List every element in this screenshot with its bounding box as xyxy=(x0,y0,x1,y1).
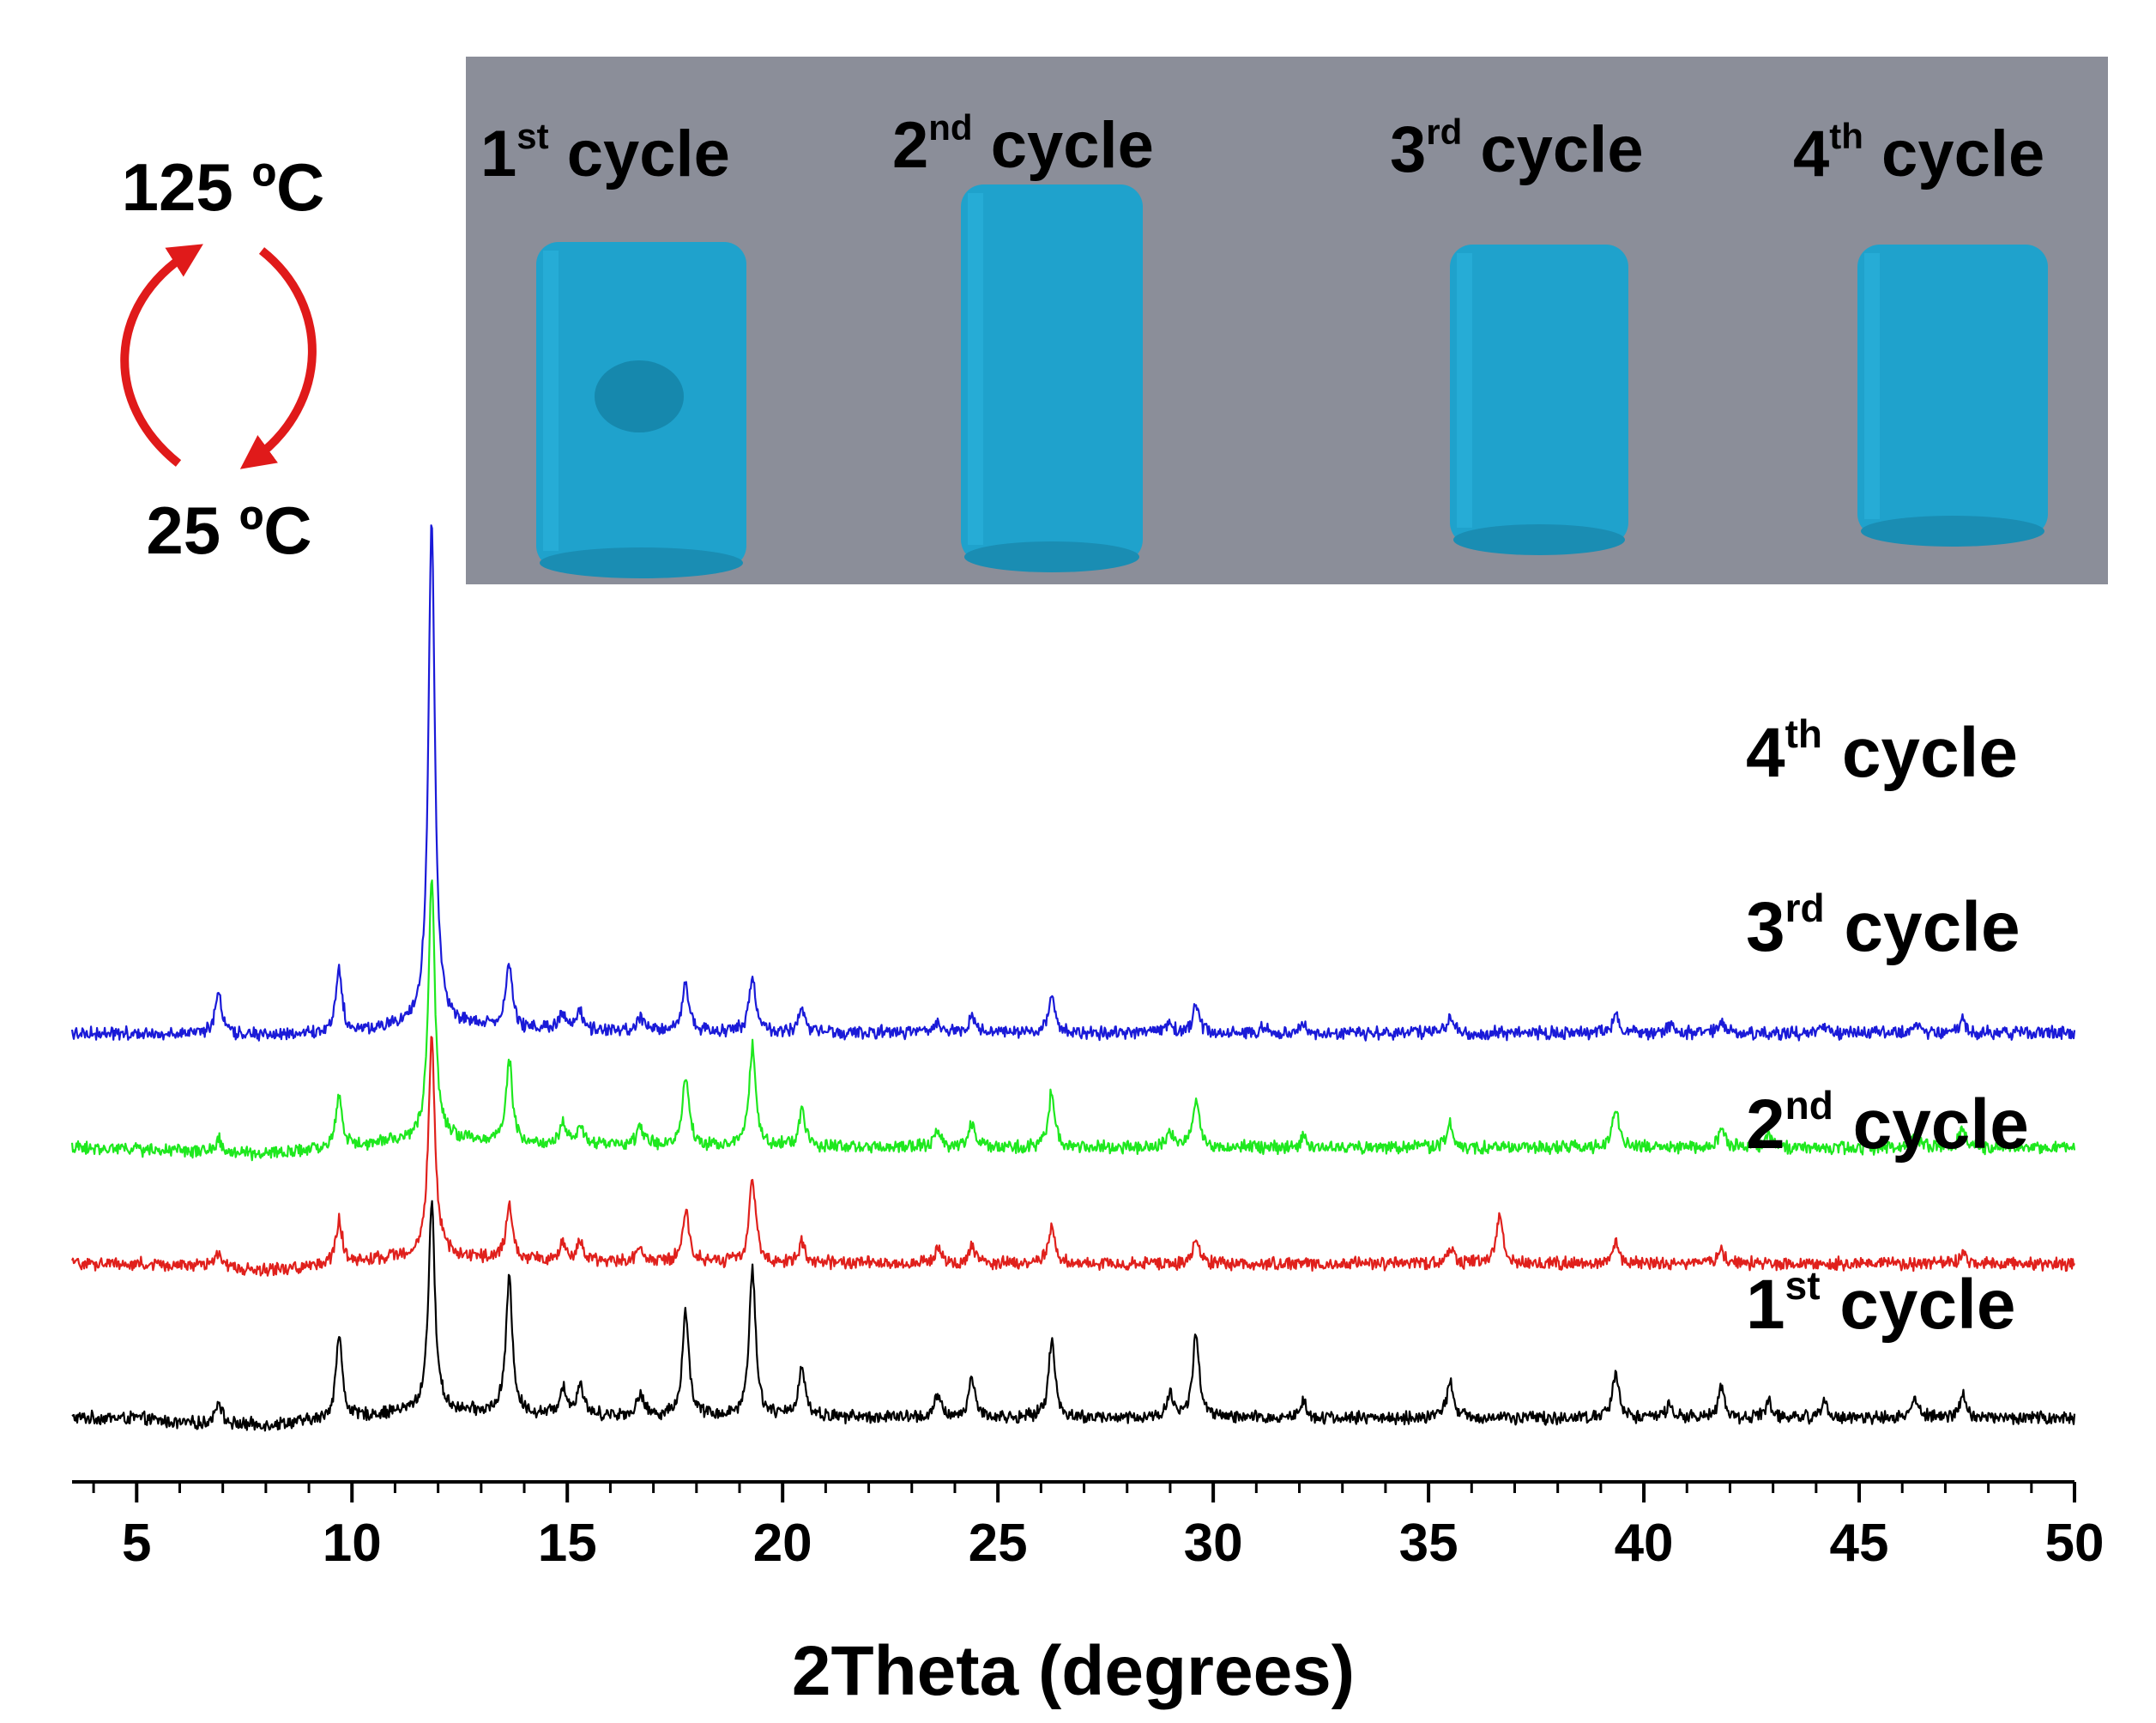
sample-base-shadow xyxy=(540,547,743,578)
x-axis: 5 10 15 20 25 30 35 40 45 50 2Theta (degrees) xyxy=(72,1480,2105,1710)
sample-pellet-3 xyxy=(1450,245,1628,555)
photo-label-2: 2nd cycle xyxy=(892,107,1154,182)
photo-labels: 1st cycle 2nd cycle 3rd cycle 4th cycle xyxy=(480,107,2044,190)
series-label-suffix: th xyxy=(1785,711,1822,756)
series-label-number: 1 xyxy=(1746,1266,1785,1344)
x-tick-label: 30 xyxy=(1184,1514,1243,1573)
temperature-high-label: 125 ºC xyxy=(122,149,325,225)
photo-label-suffix: th xyxy=(1829,116,1863,156)
series-line-4 xyxy=(70,524,2076,1042)
sample-pellet-4 xyxy=(1857,245,2048,547)
series-label-text: cycle xyxy=(1821,1266,2016,1344)
photo-label-text: cycle xyxy=(549,118,730,190)
x-tick-label: 20 xyxy=(753,1514,812,1573)
series-label-suffix: nd xyxy=(1785,1083,1833,1128)
series-label-1: 1st cycle xyxy=(1746,1263,2016,1344)
photo-samples xyxy=(536,184,2048,578)
photo-inset: 1st cycle 2nd cycle 3rd cycle 4th cycle xyxy=(466,57,2108,584)
photo-label-number: 2 xyxy=(892,109,928,182)
sample-pellet-1 xyxy=(536,242,746,578)
x-ticks: 5 10 15 20 25 30 35 40 45 50 xyxy=(92,1482,2105,1573)
photo-label-text: cycle xyxy=(1863,118,2044,190)
photo-label-1: 1st cycle xyxy=(480,116,730,190)
series-line-1 xyxy=(71,1200,2076,1432)
series-label-suffix: rd xyxy=(1785,886,1825,930)
photo-label-number: 4 xyxy=(1793,118,1829,190)
sample-body xyxy=(961,184,1143,562)
cooling-arrow-icon xyxy=(239,247,317,469)
sample-base-shadow xyxy=(964,541,1139,572)
x-tick-label: 40 xyxy=(1615,1514,1674,1573)
photo-label-3: 3rd cycle xyxy=(1390,112,1644,186)
photo-label-4: 4th cycle xyxy=(1793,116,2044,190)
photo-label-suffix: st xyxy=(516,116,548,156)
x-tick-label: 5 xyxy=(122,1514,151,1573)
sample-highlight xyxy=(543,251,559,551)
x-tick-label: 15 xyxy=(538,1514,597,1573)
series-label-text: cycle xyxy=(1833,1085,2029,1164)
photo-label-suffix: rd xyxy=(1426,112,1462,152)
x-tick-label: 25 xyxy=(969,1514,1028,1573)
series-label-number: 2 xyxy=(1746,1085,1785,1164)
x-axis-label: 2Theta (degrees) xyxy=(792,1632,1355,1710)
x-tick-label: 50 xyxy=(2045,1514,2105,1573)
sample-highlight xyxy=(1457,253,1472,528)
x-tick-label: 10 xyxy=(323,1514,382,1573)
photo-label-number: 1 xyxy=(480,118,516,190)
sample-base-shadow xyxy=(1861,516,2044,547)
series-label-text: cycle xyxy=(1825,888,2020,966)
series-layer xyxy=(70,524,2076,1432)
sample-highlight xyxy=(1864,253,1880,519)
sample-base-shadow xyxy=(1453,524,1625,555)
sample-body xyxy=(1450,245,1628,545)
series-label-text: cycle xyxy=(1822,714,2018,792)
series-label-suffix: st xyxy=(1785,1263,1821,1308)
series-line-2 xyxy=(70,1036,2076,1277)
photo-label-number: 3 xyxy=(1390,113,1426,186)
photo-label-text: cycle xyxy=(973,109,1154,182)
series-line-3 xyxy=(70,879,2076,1162)
series-label-2: 2nd cycle xyxy=(1746,1083,2029,1164)
temperature-low-label: 25 ºC xyxy=(146,493,311,568)
series-label-3: 3rd cycle xyxy=(1746,886,2020,966)
thermal-cycle-annotation: 125 ºC 25 ºC xyxy=(120,149,325,568)
photo-label-text: cycle xyxy=(1462,113,1643,186)
sample-pellet-2 xyxy=(961,184,1143,572)
series-label-number: 3 xyxy=(1746,888,1785,966)
photo-label-suffix: nd xyxy=(928,107,972,148)
series-label-4: 4th cycle xyxy=(1746,711,2018,792)
x-tick-label: 35 xyxy=(1399,1514,1458,1573)
sample-body xyxy=(1857,245,2048,536)
sample-highlight xyxy=(968,193,983,545)
series-label-number: 4 xyxy=(1746,714,1785,792)
x-tick-label: 45 xyxy=(1830,1514,1889,1573)
heating-arrow-icon xyxy=(120,244,203,467)
sample-defect xyxy=(595,360,684,432)
